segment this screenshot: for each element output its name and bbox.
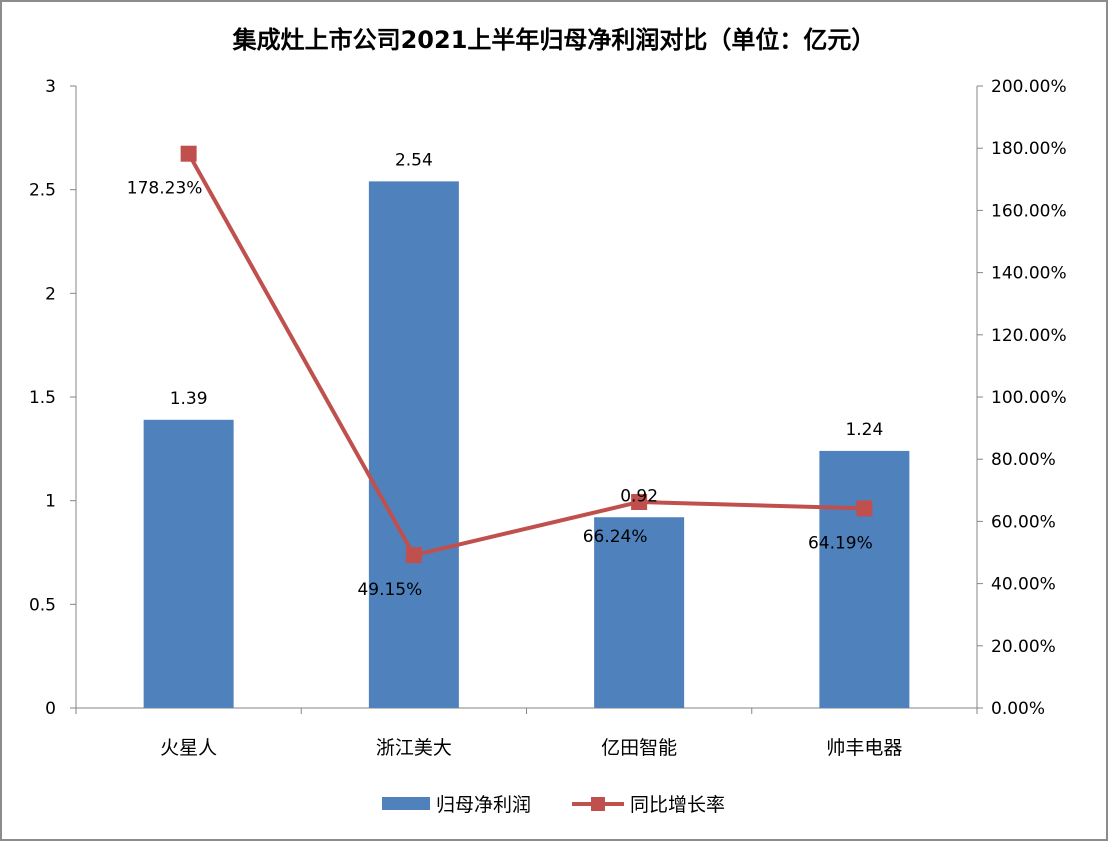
- bar: [819, 450, 910, 708]
- x-category-label: 浙江美大: [376, 737, 452, 759]
- y-right-tick-label: 0.00%: [991, 699, 1045, 719]
- y-right-tick-label: 20.00%: [991, 637, 1056, 657]
- y-left-tick-label: 1.5: [29, 388, 56, 408]
- legend-marker-line: [591, 797, 605, 811]
- chart-title: 集成灶上市公司2021上半年归母净利润对比（单位：亿元）: [232, 26, 876, 54]
- x-category-label: 帅丰电器: [826, 737, 902, 759]
- bar-value-label: 2.54: [395, 150, 433, 170]
- legend-swatch-bar: [382, 797, 430, 810]
- y-left-tick-label: 0: [45, 699, 56, 719]
- line-value-label: 49.15%: [357, 580, 422, 600]
- y-left-tick-label: 3: [45, 77, 56, 97]
- y-right-tick-label: 80.00%: [991, 450, 1056, 470]
- y-left-tick-label: 1: [45, 492, 56, 512]
- bar: [368, 181, 459, 708]
- line-point: [405, 547, 422, 564]
- y-right-tick-label: 180.00%: [991, 139, 1067, 159]
- bar: [143, 419, 234, 708]
- line-path: [186, 152, 865, 558]
- data-labels: 1.39 2.54 0.92 1.24 178.23% 49.15% 66.24% 64.19…: [127, 150, 884, 600]
- bar-value-label: 1.39: [170, 389, 208, 409]
- bar-value-label: 0.92: [620, 486, 658, 506]
- y-right-tick-label: 120.00%: [991, 326, 1067, 346]
- line-value-label: 66.24%: [583, 527, 648, 547]
- line-value-label: 178.23%: [127, 179, 203, 199]
- legend: 归母净利润 同比增长率: [382, 794, 725, 816]
- y-right-tick-label: 60.00%: [991, 512, 1056, 532]
- line-point: [180, 145, 197, 162]
- legend-label-bar: 归母净利润: [436, 794, 531, 816]
- x-category-label: 亿田智能: [601, 737, 677, 759]
- line-point: [631, 493, 648, 510]
- bar-series: [143, 181, 910, 708]
- x-category-label: 火星人: [160, 737, 217, 759]
- y-right-tick-label: 160.00%: [991, 201, 1067, 221]
- bar-value-label: 1.24: [845, 420, 883, 440]
- bar: [594, 517, 685, 708]
- y-left-tick-label: 0.5: [29, 595, 56, 615]
- y-right-tick-label: 200.00%: [991, 77, 1067, 97]
- y-left-tick-label: 2.5: [29, 181, 56, 201]
- y-left-tick-label: 2: [45, 284, 56, 304]
- y-right-tick-label: 100.00%: [991, 388, 1067, 408]
- line-series: [180, 145, 873, 564]
- line-value-label: 64.19%: [808, 533, 873, 553]
- line-point: [856, 500, 873, 517]
- y-right-tick-label: 140.00%: [991, 264, 1067, 284]
- y-right-tick-label: 40.00%: [991, 575, 1056, 595]
- legend-label-line: 同比增长率: [630, 794, 725, 816]
